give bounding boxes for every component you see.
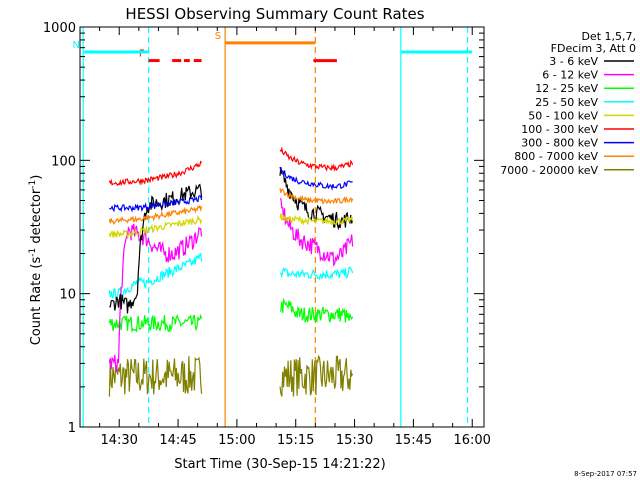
series-6-s2: [279, 166, 353, 191]
y-tick-label-2: 100: [51, 154, 76, 169]
footer-date: 8-Sep-2017 07:57: [574, 470, 637, 478]
flag-N-label: N: [72, 40, 79, 51]
svg-text:Count Rate (s-1 detector-1): Count Rate (s-1 detector-1): [28, 175, 44, 346]
x-tick-label-2: 15:00: [218, 433, 255, 448]
legend-label-6: 300 - 800 keV: [521, 137, 598, 150]
legend-label-2: 12 - 25 keV: [535, 82, 598, 95]
legend-label-5: 100 - 300 keV: [521, 123, 598, 136]
y-axis-label-main: Count Rate (s: [29, 257, 44, 346]
series-7-s2: [279, 187, 354, 206]
legend-label-7: 800 - 7000 keV: [514, 150, 598, 163]
legend-header-line2: FDecim 3, Att 0: [551, 42, 636, 55]
y-axis-label-sup1: -1: [28, 248, 38, 257]
legend-label-0: 3 - 6 keV: [549, 55, 598, 68]
legend-label-1: 6 - 12 keV: [542, 69, 598, 82]
y-axis-label-mid: detector: [29, 188, 44, 248]
legend-label-8: 7000 - 20000 keV: [500, 164, 598, 177]
series-4-s1: [108, 214, 203, 240]
x-tick-label-6: 16:00: [453, 433, 490, 448]
series-1-s2: [279, 198, 354, 268]
series-1-s1: [108, 223, 203, 373]
series-3-s2: [279, 266, 354, 281]
y-tick-label-1: 10: [59, 288, 76, 303]
x-tick-label-5: 15:45: [395, 433, 432, 448]
series-8-s2: [279, 354, 354, 397]
series-2-s1: [108, 313, 203, 333]
series-3-s1: [108, 252, 203, 300]
series-0-s2: [279, 167, 354, 231]
flag-S-label: S: [215, 31, 221, 42]
y-tick-label-0: 1: [68, 421, 76, 436]
series-2-s2: [279, 297, 354, 324]
chart-title: HESSI Observing Summary Count Rates: [125, 5, 424, 23]
series-0-s1: [109, 183, 203, 314]
y-tick-label-3: 1000: [43, 21, 76, 36]
series-8-s1: [108, 356, 203, 397]
legend-label-4: 50 - 100 keV: [528, 109, 598, 122]
series-6-s1: [109, 195, 203, 213]
x-axis-label: Start Time (30-Sep-15 14:21:22): [174, 457, 385, 472]
flag-F-label: F: [139, 49, 145, 60]
plot-border: [79, 26, 485, 428]
x-tick-label-0: 14:30: [100, 433, 137, 448]
x-tick-label-4: 15:30: [336, 433, 373, 448]
x-tick-label-1: 14:45: [159, 433, 196, 448]
y-axis-label-sup2: -1: [28, 180, 38, 189]
series-4-s2: [279, 213, 354, 227]
legend-label-3: 25 - 50 keV: [535, 96, 598, 109]
y-axis-label: Count Rate (s-1 detector-1): [28, 175, 44, 346]
data-layer: F N S: [72, 27, 473, 427]
series-7-s1: [108, 204, 203, 226]
x-tick-label-3: 15:15: [277, 433, 314, 448]
y-axis-label-end: ): [29, 175, 44, 180]
series-5-s1: [108, 160, 203, 187]
series-5-s2: [279, 146, 354, 173]
plot-frame: 14:30 14:45 15:00 15:15 15:30 15:45 16:00 1 10 10…: [43, 21, 491, 448]
legend-header-line1: Det 1,5,7,: [581, 30, 636, 43]
